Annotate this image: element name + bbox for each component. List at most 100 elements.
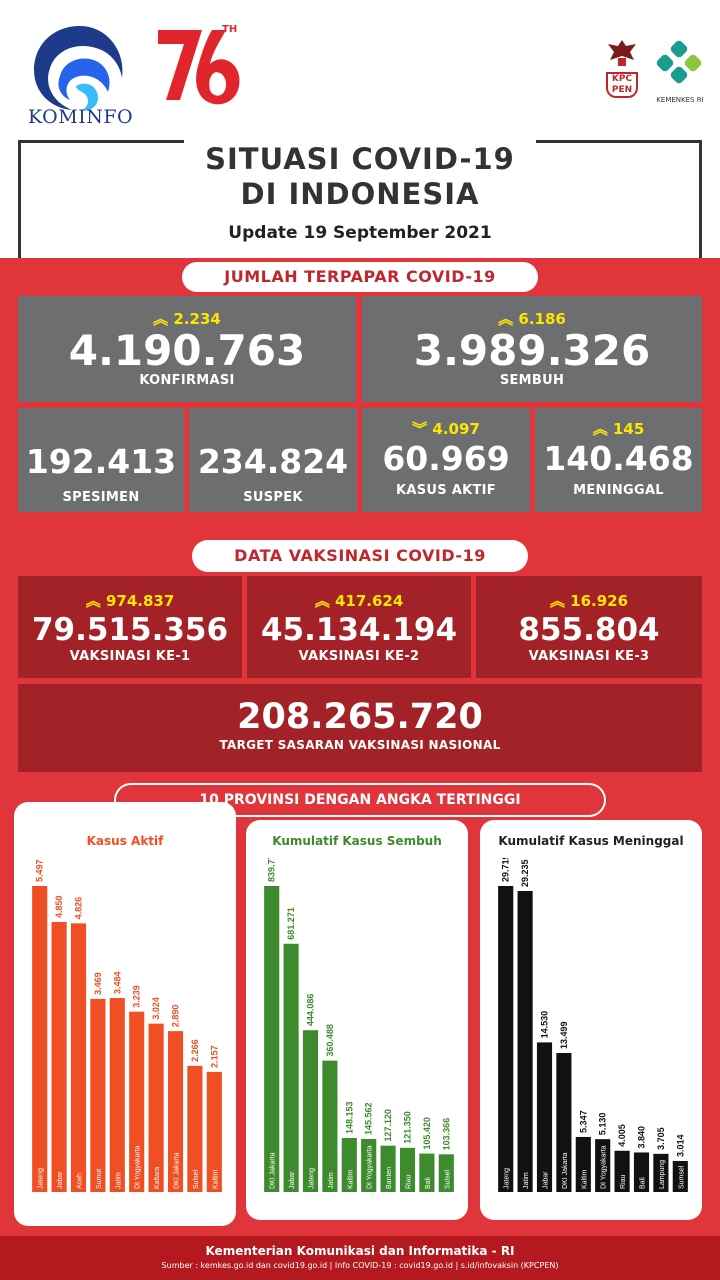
bar-value-label: 2.266 [190, 1039, 200, 1062]
footer: Kementerian Komunikasi dan Informatika -… [0, 1236, 720, 1280]
bar-category-label: Jatim [523, 1172, 530, 1189]
bar-6 [361, 1138, 377, 1192]
bar-value-label: 29.719 [501, 858, 511, 882]
dose2-value: 45.134.194 [260, 612, 458, 648]
bar-category-label: Kaltara [154, 1167, 161, 1189]
bar-1 [32, 886, 48, 1192]
spesimen-label: SPESIMEN [62, 490, 140, 505]
frame-top-right [536, 140, 702, 143]
bar-7 [614, 1150, 630, 1192]
dose1-label: VAKSINASI KE-1 [69, 649, 191, 664]
konfirmasi-label: KONFIRMASI [139, 373, 235, 388]
dose3-value: 855.804 [518, 612, 660, 648]
bar-value-label: 444.086 [306, 994, 316, 1027]
exposure-heading: JUMLAH TERPAPAR COVID-19 [182, 262, 538, 292]
bar-8 [633, 1152, 650, 1192]
kemenkes-logo: KEMENKES RI [650, 38, 710, 108]
anniversary-76-icon [158, 30, 240, 105]
chevron-up-icon: ︽ [498, 310, 514, 328]
anniversary-sup: TH [222, 24, 238, 35]
frame-top-left [18, 140, 184, 143]
chart-card-meninggal: Kumulatif Kasus Meninggal 29.719 Jateng 29… [480, 820, 702, 1220]
bar-value-label: 121.350 [403, 1111, 413, 1144]
dose1-value: 79.515.356 [31, 612, 229, 648]
bar-value-label: 2.157 [209, 1045, 219, 1068]
footer-ministry: Kementerian Komunikasi dan Informatika -… [205, 1244, 515, 1258]
meninggal-delta: 145 [612, 420, 645, 438]
bar-4 [322, 1060, 338, 1192]
bar-category-label: DI Yogyakarta [601, 1145, 608, 1189]
page-title-line1: SITUASI COVID-19 [205, 142, 515, 176]
bar-10 [672, 1160, 688, 1192]
bar-3 [536, 1042, 553, 1192]
bar-category-label: Jateng [38, 1168, 45, 1189]
bar-category-label: DKI Jakarta [174, 1152, 181, 1189]
bar-category-label: Riau [620, 1174, 627, 1189]
target-card: 208.265.720 TARGET SASARAN VAKSINASI NAS… [18, 684, 702, 772]
dose2-delta-row: ︽ 417.624 [247, 590, 471, 611]
footer-source: Sumber : kemkes.go.id dan covid19.go.id … [161, 1261, 559, 1270]
bar-category-label: Aceh [77, 1173, 84, 1189]
bar-category-label: Sumut [96, 1169, 103, 1189]
bar-value-label: 145.562 [364, 1102, 374, 1135]
kpc-label-2: PEN [611, 85, 633, 95]
chart-title-kasus-aktif: Kasus Aktif [86, 834, 164, 848]
bar-category-label: Jabar [543, 1171, 550, 1189]
konfirmasi-card: ︽ 2.234 4.190.763 KONFIRMASI [18, 296, 356, 402]
meninggal-label: MENINGGAL [573, 483, 664, 498]
kemenkes-label: KEMENKES RI [656, 96, 704, 104]
dose3-delta: 16.926 [570, 592, 629, 610]
konfirmasi-delta-row: ︽ 2.234 [18, 308, 356, 329]
bar-1 [264, 886, 280, 1192]
bar-category-label: Jateng [504, 1168, 511, 1189]
bar-category-label: Kaltim [581, 1169, 588, 1189]
kpc-pen-logo: KPC PEN [600, 38, 644, 108]
chevron-up-icon: ︽ [153, 310, 169, 328]
kasus-aktif-delta-row: ︾ 4.097 [362, 418, 530, 439]
spesimen-value: 192.413 [25, 442, 177, 481]
bar-4 [90, 998, 106, 1192]
dose3-delta-row: ︽ 16.926 [476, 590, 702, 611]
bar-category-label: Lampung [659, 1160, 666, 1189]
bar-7 [148, 1023, 164, 1192]
header: KOMINFO TH KPC PEN KEMENKES RI [0, 0, 720, 140]
bar-9 [653, 1153, 669, 1192]
bar-9 [187, 1065, 203, 1192]
dose2-label: VAKSINASI KE-2 [298, 649, 420, 664]
dose3-card: ︽ 16.926 855.804 VAKSINASI KE-3 [476, 576, 702, 678]
suspek-label: SUSPEK [243, 490, 303, 505]
bar-5 [575, 1136, 591, 1192]
meninggal-card: ︽ 145 140.468 MENINGGAL [535, 408, 702, 512]
bar-value-label: 5.497 [35, 859, 45, 882]
bar-value-label: 2.890 [171, 1005, 181, 1028]
sembuh-label: SEMBUH [499, 373, 565, 388]
dose2-delta: 417.624 [334, 592, 404, 610]
bar-9 [419, 1153, 435, 1192]
chevron-up-icon: ︽ [592, 420, 608, 438]
chevron-up-icon: ︽ [85, 592, 101, 610]
kasus-aktif-label: KASUS AKTIF [396, 483, 496, 498]
bar-value-label: 103.366 [441, 1118, 451, 1151]
bar-7 [380, 1145, 396, 1192]
chart-sembuh: 839.772 DKI Jakarta 681.271 Jabar 444.086 Jat… [264, 858, 454, 1192]
chevron-up-icon: ︽ [549, 592, 565, 610]
suspek-value: 234.824 [197, 442, 349, 481]
bar-2 [517, 890, 533, 1192]
dose1-delta-row: ︽ 974.837 [18, 590, 242, 611]
kasus-aktif-card: ︾ 4.097 60.969 KASUS AKTIF [362, 408, 530, 512]
bar-1 [498, 886, 514, 1192]
bar-value-label: 14.530 [540, 1011, 550, 1039]
kasus-aktif-delta: 4.097 [432, 420, 480, 438]
chevron-up-icon: ︽ [314, 592, 330, 610]
bar-8 [167, 1031, 184, 1192]
bar-category-label: Kaltim [347, 1169, 354, 1189]
kominfo-logo-icon [34, 26, 123, 111]
bar-category-label: Bali [640, 1177, 647, 1189]
target-value: 208.265.720 [237, 697, 483, 737]
kpc-label-1: KPC [611, 74, 633, 84]
chevron-down-icon: ︾ [412, 420, 428, 438]
vaccine-heading: DATA VAKSINASI COVID-19 [192, 540, 528, 572]
bar-category-label: Jabar [289, 1171, 296, 1189]
page-title-line2: DI INDONESIA [240, 177, 480, 211]
anniversary-logo: TH [150, 20, 250, 110]
